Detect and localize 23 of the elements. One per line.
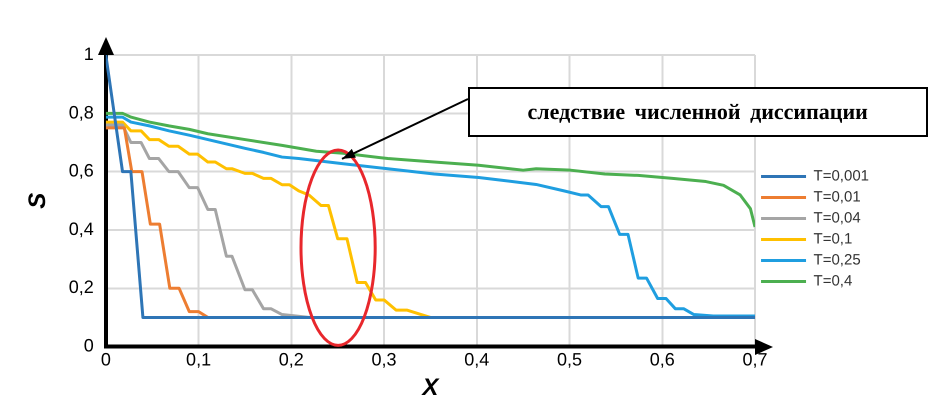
y-tick-label: 0,6 <box>68 160 94 181</box>
y-tick-label: 0,4 <box>68 218 94 239</box>
y-tick-label: 1 <box>84 44 94 64</box>
x-tick-label: 0,3 <box>372 349 397 370</box>
x-tick-label: 0,7 <box>742 349 768 370</box>
y-tick-label: 0 <box>84 336 94 356</box>
annotation: следствие численной диссипации <box>528 99 868 125</box>
legend-label: T=0,04 <box>814 210 861 227</box>
legend-label: T=0,4 <box>814 272 852 290</box>
x-tick-label: 0,2 <box>278 349 304 370</box>
y-tick-label: 0,2 <box>68 277 94 298</box>
x-tick-label: 0,1 <box>186 349 212 370</box>
x-tick-label: 0,6 <box>650 349 675 370</box>
legend-label: T=0,001 <box>814 168 870 185</box>
legend-label: T=0,1 <box>814 230 852 248</box>
legend-label: T=0,25 <box>814 252 861 269</box>
x-axis-title: X <box>420 374 440 402</box>
x-tick-label: 0,5 <box>557 349 582 370</box>
legend-label: T=0,01 <box>814 188 861 206</box>
y-tick-label: 0,8 <box>68 102 94 122</box>
y-axis-title: S <box>24 192 52 209</box>
x-tick-label: 0 <box>100 349 111 370</box>
x-tick-label: 0,4 <box>464 349 490 370</box>
